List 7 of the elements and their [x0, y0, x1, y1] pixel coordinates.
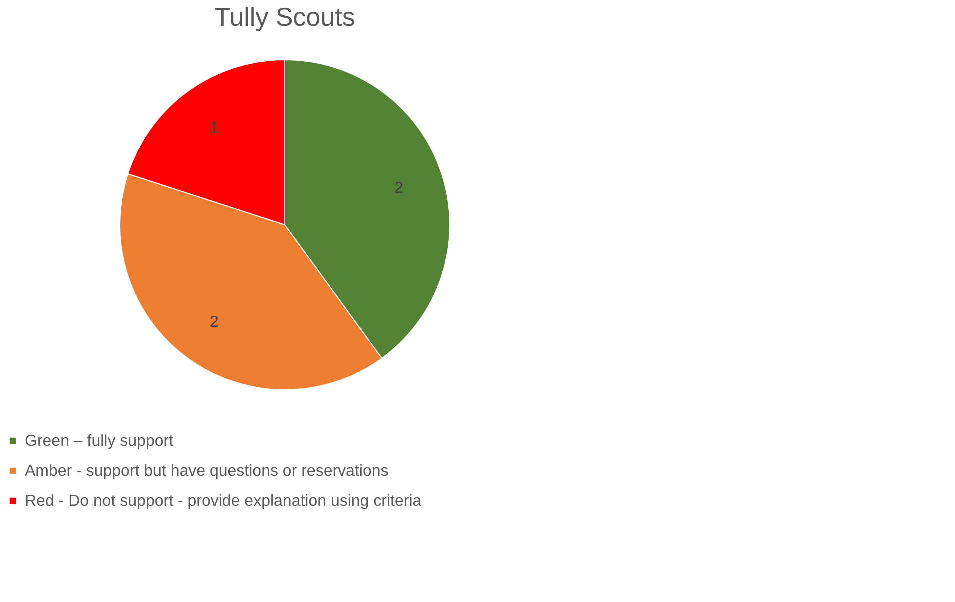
legend-label: Green – fully support [25, 433, 174, 450]
data-label: 1 [210, 120, 220, 137]
data-label: 2 [394, 180, 404, 197]
legend-label: Red - Do not support - provide explanation using criteria [25, 493, 422, 510]
chart-title: Tully Scouts [214, 2, 356, 32]
data-label: 2 [210, 314, 220, 332]
legend-label: Amber - support but have questions or reservations [25, 463, 389, 480]
